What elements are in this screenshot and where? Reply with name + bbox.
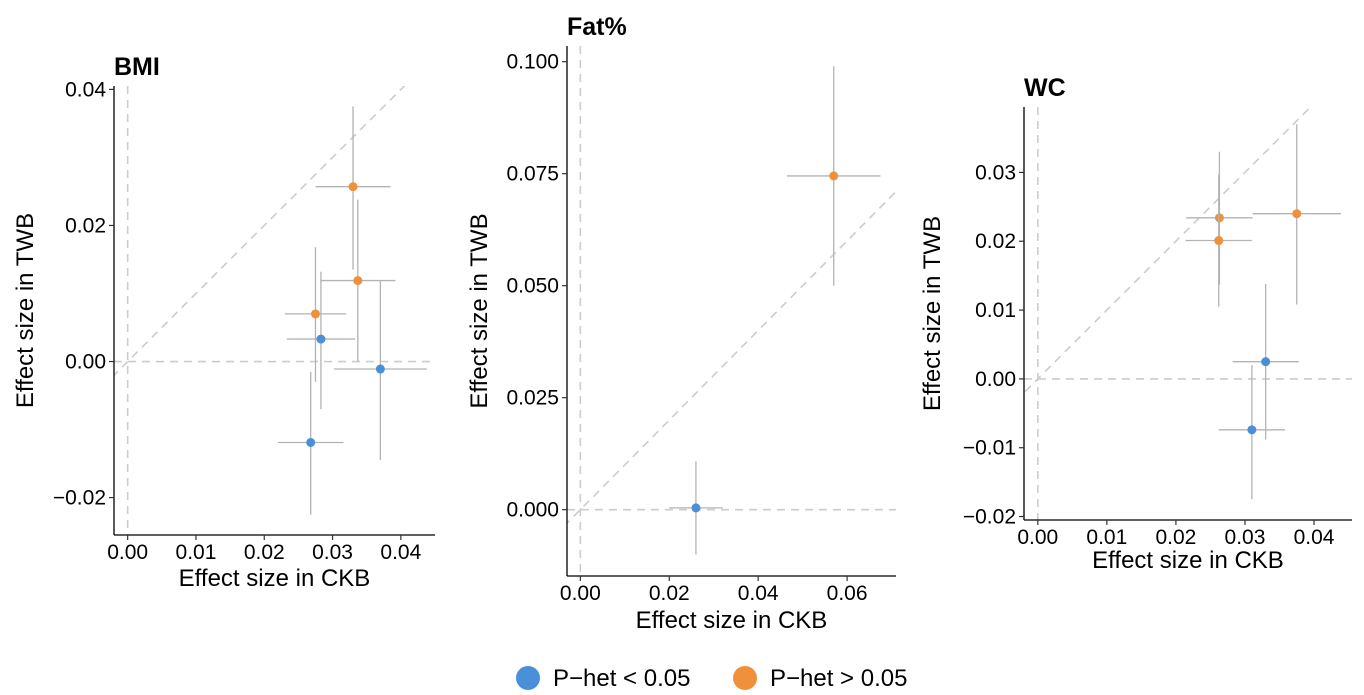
reference-lines bbox=[567, 46, 896, 576]
y-axis-title: Effect size in TWB bbox=[466, 213, 493, 408]
ref-line-identity bbox=[1024, 107, 1312, 394]
point-marker bbox=[1247, 425, 1257, 435]
point-marker bbox=[1214, 236, 1224, 246]
data-point bbox=[1185, 174, 1252, 307]
x-tick-label: 0.02 bbox=[244, 541, 285, 564]
legend-swatch-nonsig bbox=[733, 666, 757, 690]
x-axis-title: Effect size in CKB bbox=[636, 607, 828, 634]
y-tick-label: 0.000 bbox=[506, 499, 559, 522]
y-axis-title: Effect size in TWB bbox=[919, 216, 946, 411]
y-tick-label: −0.01 bbox=[963, 437, 1016, 460]
x-axis-title: Effect size in CKB bbox=[1092, 547, 1284, 574]
legend-label-sig: P−het < 0.05 bbox=[553, 665, 690, 692]
x-tick-label: 0.03 bbox=[1225, 526, 1266, 549]
x-tick-label: 0.00 bbox=[560, 582, 601, 605]
x-tick-label: 0.04 bbox=[380, 541, 421, 564]
panel-1: 0.00 0.02 0.04 0.06 0.000 0.025 0.050 0.075 0.10… bbox=[466, 13, 896, 634]
data-point bbox=[1186, 151, 1253, 285]
data-point bbox=[669, 461, 723, 555]
legend-swatch-sig bbox=[516, 666, 540, 690]
y-axis-title: Effect size in TWB bbox=[12, 213, 39, 408]
data-point bbox=[286, 271, 356, 410]
legend-label-nonsig: P−het > 0.05 bbox=[770, 665, 907, 692]
data-point bbox=[277, 371, 344, 515]
panel-2: 0.00 0.01 0.02 0.03 0.04 −0.02 −0.01 0.00 0.01 0.… bbox=[919, 74, 1352, 574]
point-marker bbox=[353, 276, 363, 286]
x-tick-label: 0.00 bbox=[1017, 526, 1058, 549]
data-point bbox=[1252, 124, 1341, 305]
reference-lines bbox=[114, 86, 435, 535]
y-tick-label: 0.02 bbox=[65, 214, 106, 237]
y-tick-label: 0.04 bbox=[65, 78, 106, 101]
x-tick-label: 0.01 bbox=[176, 541, 217, 564]
y-tick-label: −0.02 bbox=[963, 506, 1016, 529]
y-tick-label: 0.100 bbox=[506, 51, 559, 74]
data-point bbox=[284, 247, 347, 382]
y-tick-label: −0.02 bbox=[53, 487, 106, 510]
panels-group: 0.00 0.01 0.02 0.03 0.04−0.020.000.020.04BMI… bbox=[12, 13, 1352, 634]
point-marker bbox=[375, 364, 385, 374]
point-marker bbox=[829, 171, 839, 181]
data-point bbox=[315, 106, 391, 270]
y-tick-label: 0.025 bbox=[506, 387, 559, 410]
x-tick-label: 0.04 bbox=[1294, 526, 1335, 549]
y-tick-label: 0.00 bbox=[975, 368, 1016, 391]
data-point bbox=[333, 279, 427, 461]
x-tick-label: 0.02 bbox=[649, 582, 690, 605]
x-tick-label: 0.00 bbox=[107, 541, 148, 564]
point-marker bbox=[310, 309, 320, 319]
data-point bbox=[1232, 283, 1299, 440]
point-marker bbox=[316, 334, 326, 344]
y-tick-label: 0.00 bbox=[65, 351, 106, 374]
point-marker bbox=[306, 437, 316, 447]
y-tick-label: 0.01 bbox=[975, 299, 1016, 322]
point-marker bbox=[1214, 213, 1224, 223]
reference-lines bbox=[1024, 107, 1352, 520]
panel-0: 0.00 0.01 0.02 0.03 0.04 −0.02 0.00 0.02 0.04 BMI… bbox=[12, 53, 435, 592]
point-marker bbox=[1261, 357, 1271, 367]
ref-line-identity bbox=[114, 86, 406, 377]
point-marker bbox=[691, 503, 701, 513]
legend: P−het < 0.05 P−het > 0.05 bbox=[516, 665, 907, 692]
panel-title: BMI bbox=[114, 53, 160, 81]
y-tick-label: 0.075 bbox=[506, 163, 559, 186]
x-tick-label: 0.04 bbox=[738, 582, 779, 605]
data-point bbox=[1218, 365, 1286, 500]
x-tick-label: 0.02 bbox=[1155, 526, 1196, 549]
panel-title: Fat% bbox=[567, 13, 627, 41]
x-tick-label: 0.01 bbox=[1086, 526, 1127, 549]
data-point bbox=[787, 66, 881, 286]
y-tick-label: 0.050 bbox=[506, 275, 559, 298]
point-marker bbox=[348, 182, 358, 192]
data-point bbox=[320, 199, 396, 362]
x-axis-title: Effect size in CKB bbox=[179, 565, 371, 592]
x-tick-label: 0.03 bbox=[312, 541, 353, 564]
y-tick-label: 0.02 bbox=[975, 230, 1016, 253]
x-tick-label: 0.06 bbox=[827, 582, 868, 605]
ref-line-identity bbox=[567, 190, 896, 525]
y-tick-label: 0.03 bbox=[975, 161, 1016, 184]
point-marker bbox=[1292, 209, 1302, 219]
panel-title: WC bbox=[1024, 74, 1066, 102]
